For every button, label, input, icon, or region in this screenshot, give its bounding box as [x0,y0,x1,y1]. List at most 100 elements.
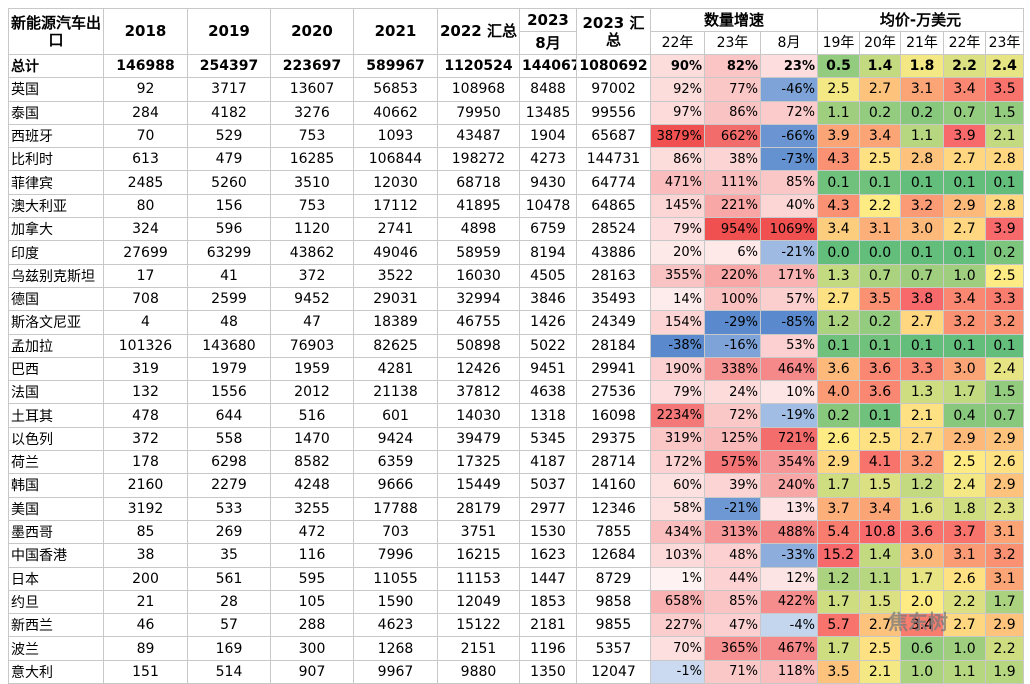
table-cell: 2.9 [943,426,986,452]
table-cell: 85% [760,170,818,195]
table-cell: 1979 [187,356,271,382]
table-cell: 5.4 [817,519,860,545]
table-cell: 464% [760,356,818,382]
table-cell: 57 [187,613,271,638]
table-cell: 2.9 [984,426,1025,452]
table-cell: 372 [103,426,188,452]
table-cell: 178 [103,450,188,475]
table-cell: 0.5 [817,53,860,79]
table-cell: 106844 [353,147,438,172]
table-cell: 561 [187,566,271,591]
table-cell: 3.2 [900,193,944,219]
table-cell: 0.1 [984,333,1025,358]
header-cell: 2020 [270,8,354,55]
table-cell: 3717 [187,77,271,102]
table-cell: 4.3 [817,193,860,219]
table-cell: 50898 [437,333,520,358]
row-label: 美国 [8,496,104,521]
table-cell: 3.1 [900,77,944,102]
table-cell: 12% [760,566,818,591]
table-cell: 18389 [353,310,438,335]
table-cell: 1.7 [817,589,860,615]
table-cell: 0.1 [859,170,901,195]
table-cell: 3.2 [984,310,1025,335]
table-cell: 1556 [187,380,271,405]
table-cell: 354% [760,450,818,475]
table-cell: 2.5 [859,426,901,452]
table-cell: 319% [650,426,705,452]
table-cell: 43487 [437,123,520,149]
table-cell: 47 [270,310,354,335]
table-row: 英国 92 3717 13607 56853 108968 8488 97002 92% 77% -… [8,77,1025,102]
table-cell: 48% [704,543,761,568]
table-cell: 529 [187,123,271,149]
table-cell: 1.4 [859,543,901,568]
table-cell: 144731 [576,147,651,172]
table-cell: 9855 [576,613,651,638]
table-cell: 3.2 [943,310,986,335]
table-cell: 15449 [437,473,520,498]
table-cell: 2.9 [943,193,986,219]
table-cell: 533 [187,496,271,521]
header-cell: 22年 [650,31,705,55]
header-cell: 2021 [353,8,438,55]
table-cell: -19% [760,403,818,428]
table-cell: 125% [704,426,761,452]
header-cell: 新能源汽车出口 [8,8,104,55]
table-cell: 472 [270,519,354,545]
table-row: 韩国 2160 2279 4248 9666 15449 5037 14160 60% 39% 24… [8,473,1025,498]
row-label: 孟加拉 [8,333,104,358]
table-cell: 37812 [437,380,520,405]
table-cell: 1959 [270,356,354,382]
table-cell: 1.3 [817,263,860,288]
table-cell: 1.0 [943,263,986,288]
table-cell: 753 [270,123,354,149]
table-row: 澳大利亚 80 156 753 17112 41895 10478 64865 145% 221%… [8,193,1025,219]
table-cell: 70% [650,636,705,661]
table-cell: 708 [103,286,188,312]
table-cell: 3.4 [859,123,901,149]
row-label: 总计 [8,53,104,79]
table-cell: 3.2 [900,450,944,475]
table-cell: 8729 [576,566,651,591]
table-cell: 3.7 [943,519,986,545]
table-row: 中国香港 38 35 116 7996 16215 1623 12684 103% 48% -33%… [8,543,1025,568]
table-cell: 156 [187,193,271,219]
table-cell: 338% [704,356,761,382]
table-cell: 721% [760,426,818,452]
table-cell: 143680 [187,333,271,358]
table-cell: 7996 [353,543,438,568]
table-cell: 41895 [437,193,520,219]
table-cell: 13607 [270,77,354,102]
header-cell: 2018 [103,8,188,55]
table-cell: 284 [103,100,188,125]
table-cell: 1.5 [984,380,1025,405]
table-row: 德国 708 2599 9452 29031 32994 3846 35493 14% 100% 5… [8,286,1025,312]
table-cell: 254397 [187,53,271,79]
table-cell: 1.7 [817,473,860,498]
table-row: 加拿大 324 596 1120 2741 4898 6759 28524 79% 954% 106… [8,217,1025,242]
table-cell: 662% [704,123,761,149]
table-cell: 2.8 [984,193,1025,219]
table-cell: 2.7 [943,217,986,242]
table-cell: 471% [650,170,705,195]
table-cell: 3255 [270,496,354,521]
row-label: 土耳其 [8,403,104,428]
table-row: 总计 146988 254397 223697 589967 1120524 144067 1… [8,53,1025,79]
table-cell: 43886 [576,240,651,265]
table-cell: 2.4 [943,473,986,498]
table-cell: 190% [650,356,705,382]
table-cell: -73% [760,147,818,172]
table-cell: 1.2 [900,473,944,498]
table-cell: 58959 [437,240,520,265]
table-cell: 2485 [103,170,188,195]
row-label: 泰国 [8,100,104,125]
table-cell: 0.0 [859,240,901,265]
table-cell: 0.1 [859,333,901,358]
table-cell: 2.6 [817,426,860,452]
table-cell: 0.7 [943,100,986,125]
table-cell: 3.1 [984,566,1025,591]
table-cell: 151 [103,659,188,684]
table-cell: 0.7 [984,403,1025,428]
